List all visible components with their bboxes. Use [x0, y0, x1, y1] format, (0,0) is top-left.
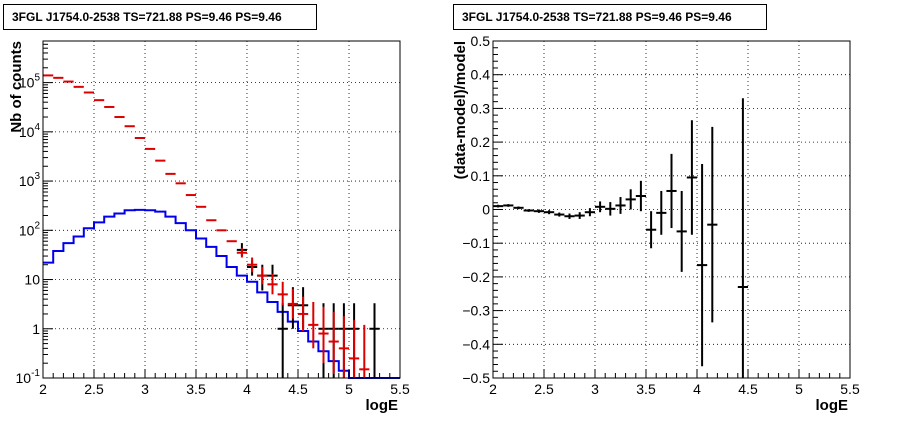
y-tick-label: 1 [32, 321, 40, 337]
data-point [338, 316, 349, 378]
y-tick-label: −0.4 [462, 336, 490, 352]
data-point [564, 213, 575, 219]
x-tick-label: 4 [693, 381, 701, 397]
data-point [595, 201, 606, 213]
x-tick-label: 2.5 [534, 381, 554, 397]
data-point [277, 281, 288, 306]
y-tick-label: 102 [19, 220, 41, 238]
x-tick-label: 5 [795, 381, 803, 397]
model-step-line [43, 208, 400, 379]
y-tick-label: 0.5 [471, 33, 491, 49]
y-tick-label: −0.5 [462, 370, 490, 386]
x-tick-label: 3.5 [636, 381, 656, 397]
x-tick-label: 4 [243, 381, 251, 397]
y-axis-title: Nb of counts [8, 41, 25, 133]
plot-frame [42, 40, 401, 379]
y-tick-label: 10-1 [16, 368, 41, 386]
data-point [257, 266, 268, 285]
y-tick-label: −0.3 [462, 303, 490, 319]
data-point [605, 202, 616, 216]
x-tick-label: 5 [345, 381, 353, 397]
data-point [666, 153, 677, 229]
data-point [584, 208, 595, 217]
data-point [267, 273, 278, 295]
y-tick-label: 103 [19, 171, 41, 189]
y-tick-label: 105 [19, 73, 41, 91]
y-tick-label: 104 [19, 122, 41, 140]
data-point [369, 303, 380, 378]
data-point [328, 311, 339, 375]
data-point [513, 206, 524, 210]
x-axis-title: logE [816, 397, 849, 414]
series-0 [43, 208, 400, 379]
x-tick-label: 5.5 [390, 381, 410, 397]
x-tick-label: 3.5 [186, 381, 206, 397]
data-point [737, 98, 748, 378]
y-tick-label: 10 [24, 272, 40, 288]
x-tick-label: 3 [141, 381, 149, 397]
data-point [656, 190, 667, 235]
data-point [686, 120, 697, 235]
data-point [308, 301, 319, 349]
data-point [697, 164, 708, 367]
y-tick-label: 0.2 [471, 134, 491, 150]
data-point [707, 126, 718, 323]
y-tick-label: −0.2 [462, 269, 490, 285]
data-point [676, 190, 687, 272]
series-0 [493, 98, 748, 378]
x-tick-label: 3 [591, 381, 599, 397]
y-tick-label: 0 [482, 202, 490, 218]
data-point [615, 197, 626, 214]
x-tick-label: 4.5 [738, 381, 758, 397]
data-point [247, 257, 258, 273]
x-tick-label: 2.5 [84, 381, 104, 397]
chart-title-right: 3FGL J1754.0-2538 TS=721.88 PS=9.46 PS=9… [453, 4, 767, 30]
x-tick-label: 2 [39, 381, 47, 397]
data-point [533, 209, 544, 213]
x-tick-label: 4.5 [288, 381, 308, 397]
y-axis: −0.5 −0.4 −0.3 −0.2 −0.1 0 0.1 0.2 0.3 0.4 0.5(dat… [452, 33, 503, 386]
data-point [349, 320, 360, 378]
data-point [523, 209, 534, 212]
data-point [544, 210, 555, 215]
data-point [298, 296, 309, 332]
series-2 [43, 74, 370, 378]
data-point [236, 247, 247, 258]
data-point [277, 303, 288, 378]
data-point [646, 211, 657, 249]
x-tick-label: 2 [489, 381, 497, 397]
chart-title-right-text: 3FGL J1754.0-2538 TS=721.88 PS=9.46 PS=9… [462, 10, 732, 24]
data-point [554, 212, 565, 217]
data-point [493, 204, 504, 208]
y-tick-label: 0.1 [471, 168, 491, 184]
x-tick-label: 5.5 [840, 381, 860, 397]
y-tick-label: 0.3 [471, 100, 491, 116]
plot-area [43, 41, 400, 378]
chart-title-left-text: 3FGL J1754.0-2538 TS=721.88 PS=9.46 PS=9… [12, 10, 282, 24]
data-point [625, 189, 636, 210]
data-point [503, 204, 514, 207]
y-tick-label: −0.1 [462, 235, 490, 251]
x-axis-title: logE [366, 397, 399, 414]
data-point [574, 212, 585, 219]
chart-title-left: 3FGL J1754.0-2538 TS=721.88 PS=9.46 PS=9… [3, 4, 317, 30]
y-axis-title: (data-model)/model [452, 41, 469, 179]
y-tick-label: 0.4 [471, 67, 491, 83]
data-point [635, 180, 646, 212]
data-point [359, 324, 370, 378]
data-point [287, 288, 298, 319]
data-point [318, 306, 329, 364]
